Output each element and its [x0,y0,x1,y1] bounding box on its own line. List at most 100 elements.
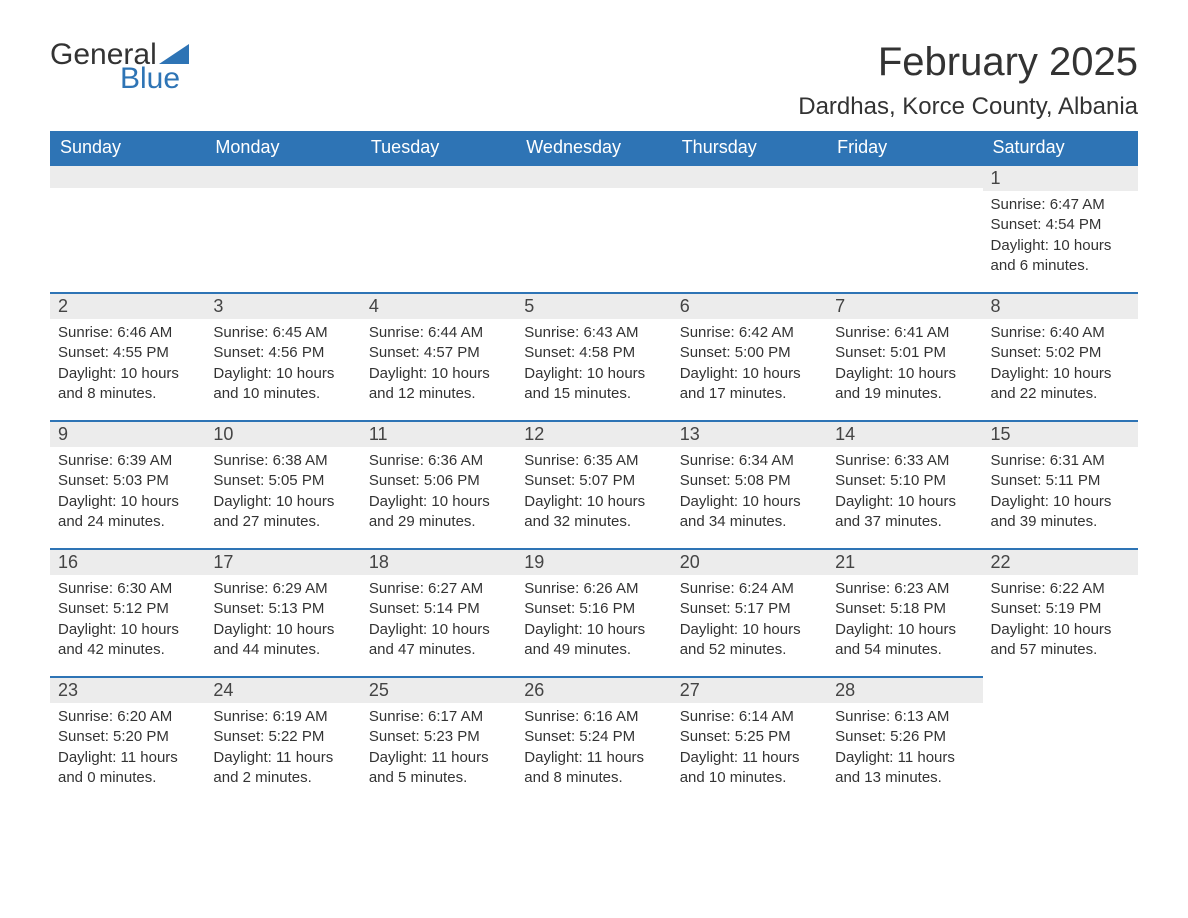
sunset-line: Sunset: 5:24 PM [524,727,663,747]
day-details: Sunrise: 6:16 AMSunset: 5:24 PMDaylight:… [516,703,671,798]
calendar-cell: 4Sunrise: 6:44 AMSunset: 4:57 PMDaylight… [361,292,516,420]
daylight-line: Daylight: 10 hours and 27 minutes. [213,492,352,533]
daylight-line: Daylight: 10 hours and 8 minutes. [58,364,197,405]
calendar-cell: 21Sunrise: 6:23 AMSunset: 5:18 PMDayligh… [827,548,982,676]
day-number: 23 [50,676,205,703]
day-number: 11 [361,420,516,447]
sunset-line: Sunset: 5:01 PM [835,343,974,363]
calendar-week-row: 23Sunrise: 6:20 AMSunset: 5:20 PMDayligh… [50,676,1138,804]
day-number: 2 [50,292,205,319]
daylight-line: Daylight: 10 hours and 6 minutes. [991,236,1130,277]
sunset-line: Sunset: 5:08 PM [680,471,819,491]
weekday-header: Thursday [672,131,827,164]
day-number: 18 [361,548,516,575]
day-number: 6 [672,292,827,319]
sunrise-line: Sunrise: 6:29 AM [213,579,352,599]
empty-day-band [516,164,671,188]
sunset-line: Sunset: 5:06 PM [369,471,508,491]
day-details: Sunrise: 6:14 AMSunset: 5:25 PMDaylight:… [672,703,827,798]
calendar-cell: 2 Sunrise: 6:46 AMSunset: 4:55 PMDaylight… [50,292,205,420]
sunrise-line: Sunrise: 6:20 AM [58,707,197,727]
sunrise-line: Sunrise: 6:19 AM [213,707,352,727]
daylight-line: Daylight: 11 hours and 8 minutes. [524,748,663,789]
calendar-cell: 6Sunrise: 6:42 AMSunset: 5:00 PMDaylight… [672,292,827,420]
sunrise-line: Sunrise: 6:24 AM [680,579,819,599]
calendar-cell: 10Sunrise: 6:38 AMSunset: 5:05 PMDayligh… [205,420,360,548]
calendar-cell: 13Sunrise: 6:34 AMSunset: 5:08 PMDayligh… [672,420,827,548]
calendar-table: SundayMondayTuesdayWednesdayThursdayFrid… [50,131,1138,804]
sunset-line: Sunset: 5:00 PM [680,343,819,363]
day-details: Sunrise: 6:23 AMSunset: 5:18 PMDaylight:… [827,575,982,670]
sunrise-line: Sunrise: 6:27 AM [369,579,508,599]
sunset-line: Sunset: 4:55 PM [58,343,197,363]
sunset-line: Sunset: 5:18 PM [835,599,974,619]
calendar-cell: 22Sunrise: 6:22 AMSunset: 5:19 PMDayligh… [983,548,1138,676]
sunset-line: Sunset: 5:23 PM [369,727,508,747]
day-details: Sunrise: 6:17 AMSunset: 5:23 PMDaylight:… [361,703,516,798]
day-number: 22 [983,548,1138,575]
sunset-line: Sunset: 5:25 PM [680,727,819,747]
sunrise-line: Sunrise: 6:14 AM [680,707,819,727]
day-number: 15 [983,420,1138,447]
header: General Blue February 2025 Dardhas, Korc… [50,40,1138,121]
sunrise-line: Sunrise: 6:46 AM [58,323,197,343]
sunset-line: Sunset: 4:54 PM [991,215,1130,235]
daylight-line: Daylight: 10 hours and 19 minutes. [835,364,974,405]
day-number: 14 [827,420,982,447]
calendar-cell: 3Sunrise: 6:45 AMSunset: 4:56 PMDaylight… [205,292,360,420]
calendar-cell [516,164,671,292]
day-details: Sunrise: 6:22 AMSunset: 5:19 PMDaylight:… [983,575,1138,670]
day-number: 8 [983,292,1138,319]
location: Dardhas, Korce County, Albania [798,93,1138,121]
daylight-line: Daylight: 10 hours and 37 minutes. [835,492,974,533]
calendar-week-row: 16Sunrise: 6:30 AMSunset: 5:12 PMDayligh… [50,548,1138,676]
empty-day-band [50,164,205,188]
daylight-line: Daylight: 10 hours and 49 minutes. [524,620,663,661]
sunrise-line: Sunrise: 6:43 AM [524,323,663,343]
empty-day-band [827,164,982,188]
empty-day-band [361,164,516,188]
sunrise-line: Sunrise: 6:35 AM [524,451,663,471]
calendar-cell: 18Sunrise: 6:27 AMSunset: 5:14 PMDayligh… [361,548,516,676]
day-details: Sunrise: 6:38 AMSunset: 5:05 PMDaylight:… [205,447,360,542]
day-number: 27 [672,676,827,703]
daylight-line: Daylight: 10 hours and 42 minutes. [58,620,197,661]
calendar-cell: 7Sunrise: 6:41 AMSunset: 5:01 PMDaylight… [827,292,982,420]
sunrise-line: Sunrise: 6:36 AM [369,451,508,471]
daylight-line: Daylight: 10 hours and 39 minutes. [991,492,1130,533]
day-details: Sunrise: 6:39 AMSunset: 5:03 PMDaylight:… [50,447,205,542]
sunset-line: Sunset: 5:13 PM [213,599,352,619]
day-details: Sunrise: 6:31 AMSunset: 5:11 PMDaylight:… [983,447,1138,542]
day-number: 3 [205,292,360,319]
day-details: Sunrise: 6:29 AMSunset: 5:13 PMDaylight:… [205,575,360,670]
calendar-week-row: 1Sunrise: 6:47 AMSunset: 4:54 PMDaylight… [50,164,1138,292]
title-block: February 2025 Dardhas, Korce County, Alb… [798,40,1138,121]
day-number: 1 [983,164,1138,191]
sunrise-line: Sunrise: 6:17 AM [369,707,508,727]
day-number: 24 [205,676,360,703]
sunrise-line: Sunrise: 6:23 AM [835,579,974,599]
day-number: 4 [361,292,516,319]
daylight-line: Daylight: 10 hours and 44 minutes. [213,620,352,661]
calendar-cell: 14Sunrise: 6:33 AMSunset: 5:10 PMDayligh… [827,420,982,548]
weekday-header: Friday [827,131,982,164]
calendar-cell [827,164,982,292]
calendar-week-row: 9Sunrise: 6:39 AMSunset: 5:03 PMDaylight… [50,420,1138,548]
day-number: 7 [827,292,982,319]
sunset-line: Sunset: 4:57 PM [369,343,508,363]
day-number: 5 [516,292,671,319]
sunrise-line: Sunrise: 6:31 AM [991,451,1130,471]
day-details: Sunrise: 6:36 AMSunset: 5:06 PMDaylight:… [361,447,516,542]
day-number: 10 [205,420,360,447]
sunset-line: Sunset: 5:02 PM [991,343,1130,363]
sunset-line: Sunset: 5:12 PM [58,599,197,619]
daylight-line: Daylight: 11 hours and 2 minutes. [213,748,352,789]
sunrise-line: Sunrise: 6:44 AM [369,323,508,343]
calendar-cell: 1Sunrise: 6:47 AMSunset: 4:54 PMDaylight… [983,164,1138,292]
sunrise-line: Sunrise: 6:45 AM [213,323,352,343]
day-details: Sunrise: 6:30 AMSunset: 5:12 PMDaylight:… [50,575,205,670]
daylight-line: Daylight: 10 hours and 17 minutes. [680,364,819,405]
weekday-header: Wednesday [516,131,671,164]
daylight-line: Daylight: 10 hours and 29 minutes. [369,492,508,533]
sunrise-line: Sunrise: 6:33 AM [835,451,974,471]
